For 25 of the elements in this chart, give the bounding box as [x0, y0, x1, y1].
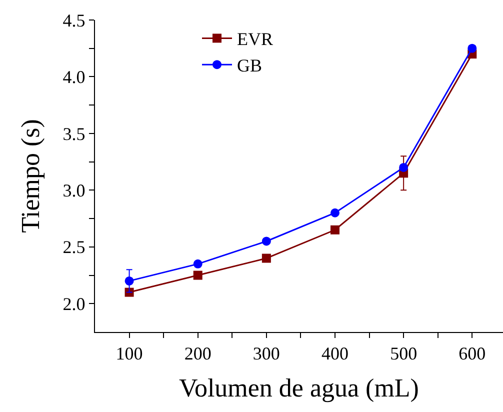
y-tick-label: 2.0 [62, 294, 86, 314]
point [124, 276, 134, 286]
x-tick-label: 400 [322, 344, 348, 364]
point [330, 225, 340, 234]
point [262, 236, 271, 246]
legend-label: EVR [237, 29, 273, 50]
legend-label: GB [237, 56, 262, 76]
y-tick-label: 4.0 [62, 67, 86, 88]
x-tick-label: 300 [252, 344, 280, 364]
point [193, 259, 202, 268]
point [262, 254, 271, 263]
x-tick-label: 100 [116, 344, 143, 364]
y-tick-label: 4.5 [62, 10, 86, 30]
x-tick-label: 500 [390, 344, 418, 364]
point [193, 270, 202, 280]
y-tick-label: 3.5 [62, 124, 86, 144]
point [330, 208, 340, 218]
y-axis-title: Tiempo (s) [16, 119, 46, 233]
y-tick-label: 2.5 [62, 237, 86, 258]
point [399, 162, 408, 172]
point [468, 44, 477, 53]
x-tick-label: 200 [184, 344, 212, 364]
y-tick-label: 3.0 [62, 180, 86, 200]
x-tick-label: 600 [458, 344, 486, 364]
x-axis-title: Volumen de agua (mL) [179, 373, 419, 402]
